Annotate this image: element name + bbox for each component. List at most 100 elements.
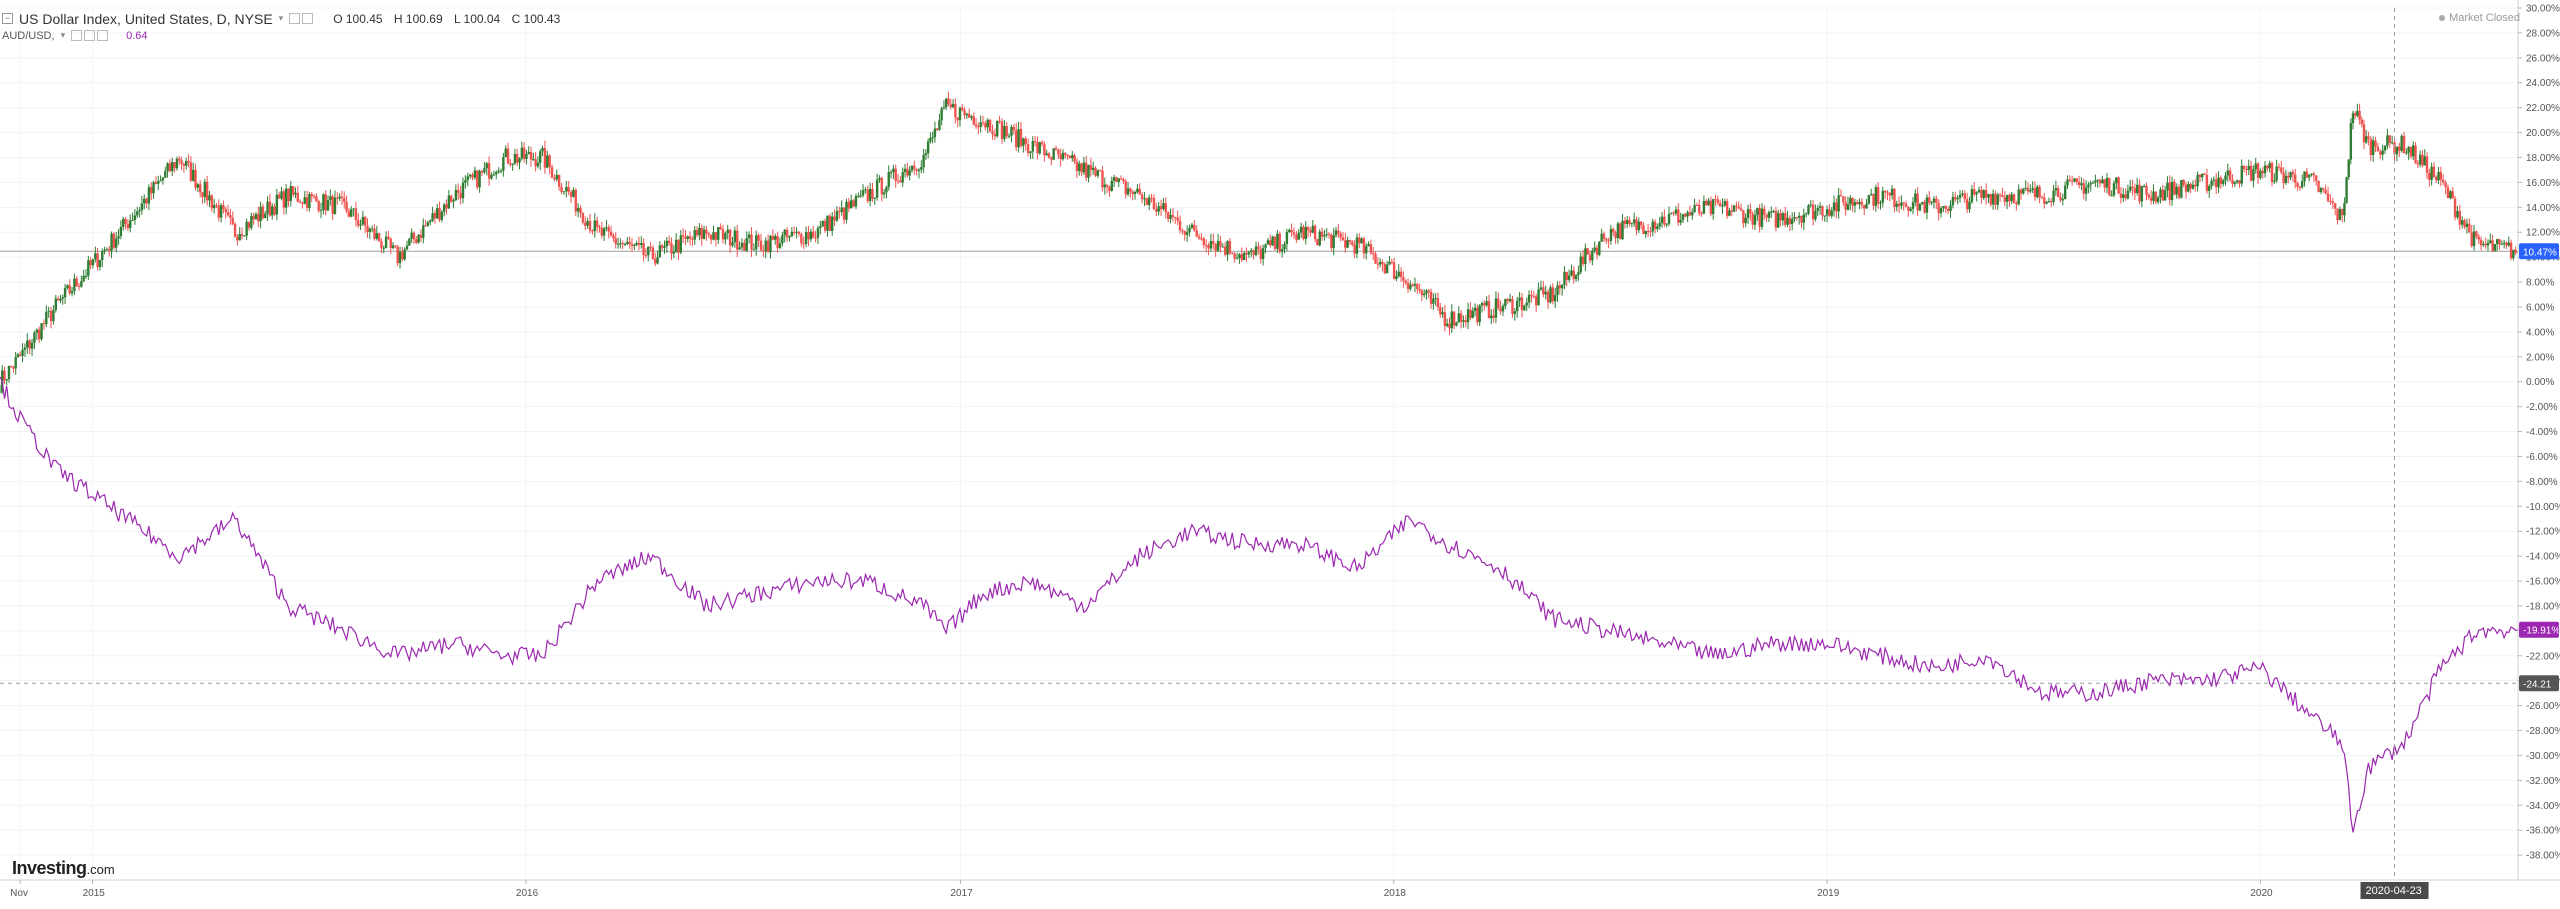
candle-body [1164, 203, 1168, 213]
candle-body [513, 153, 517, 164]
candle-body [2210, 180, 2213, 186]
candle-body [1549, 287, 1552, 303]
candle-body [1261, 247, 1265, 260]
y-axis[interactable]: 30.00% 28.00% 26.00% 24.00% 22.00% 20.00% 18.0… [2517, 0, 2560, 904]
secondary-icons[interactable] [71, 28, 110, 44]
candle-body [45, 311, 48, 325]
settings-icon[interactable] [289, 12, 301, 24]
low-value: L 100.04 [453, 11, 501, 26]
collapse-icon[interactable]: − [2, 13, 13, 24]
candle-body [1190, 224, 1194, 228]
candle-body [974, 124, 978, 127]
candle-body [1485, 301, 1488, 306]
candle-body [277, 194, 281, 199]
candle-body [743, 242, 746, 251]
candle-body [2360, 119, 2364, 125]
chevron-down-icon[interactable]: ▾ [278, 13, 284, 23]
candle-body [2331, 201, 2335, 204]
candle-body [1276, 233, 1279, 249]
candle-body [1849, 197, 1852, 205]
candle-body [1579, 256, 1582, 273]
candle-body [2294, 174, 2297, 183]
candle-body [1718, 203, 1722, 207]
candle-body [23, 347, 27, 350]
candle-body [1623, 220, 1627, 225]
candle-body [122, 218, 125, 227]
crosshair-date-badge [2360, 882, 2429, 899]
candle-body [2489, 240, 2492, 243]
candle-body [201, 192, 204, 198]
candle-body [1695, 204, 1699, 206]
candle-body [2117, 177, 2120, 194]
candle-body [1068, 156, 1072, 159]
candle-body [147, 187, 151, 204]
candle-body [1059, 154, 1062, 160]
candle-body [612, 235, 615, 239]
legend-title[interactable]: US Dollar Index, United States, D, NYSE [19, 10, 273, 27]
secondary-symbol[interactable]: AUD/USD, [2, 29, 55, 42]
y-tick-label: 24.00% [2526, 78, 2560, 89]
candle-body [736, 230, 739, 250]
candle-body [47, 310, 50, 312]
x-axis[interactable]: Nov 2015 2016 2017 2018 2019 2020 2020-04-23 [0, 879, 2560, 899]
candle-body [2101, 179, 2104, 184]
candle-body [2001, 195, 2004, 198]
candle-body [970, 116, 973, 118]
candle-body [1890, 188, 1894, 196]
candle-body [2082, 183, 2085, 194]
settings-icon[interactable] [84, 29, 96, 41]
close-icon[interactable] [97, 29, 109, 41]
candle-body [1823, 215, 1826, 217]
candle-body [1556, 285, 1559, 296]
chart-legend: − US Dollar Index, United States, D, NYS… [2, 10, 568, 44]
candle-body [1091, 167, 1095, 170]
candle-body [2017, 189, 2020, 205]
y-tick-label: -6.00% [2526, 452, 2558, 463]
candle-body [2398, 146, 2401, 151]
candle-body [459, 192, 462, 199]
candle-body [2142, 185, 2146, 187]
candle-body [2386, 135, 2389, 146]
candle-body [422, 225, 425, 238]
candle-body [584, 222, 587, 226]
candle-body [1987, 194, 1990, 198]
candle-body [2070, 180, 2074, 182]
chevron-down-icon[interactable]: ▾ [60, 30, 66, 40]
candle-body [1145, 198, 1149, 206]
candle-body [2307, 174, 2311, 178]
candle-body [2268, 163, 2271, 169]
candle-body [2068, 179, 2072, 181]
audusd-series-line [0, 376, 2519, 833]
candle-body [2365, 136, 2368, 143]
candle-body [2166, 182, 2169, 191]
candle-body [2177, 186, 2181, 198]
candle-body [1711, 199, 1715, 215]
candle-body [2390, 142, 2394, 144]
candle-body [1895, 203, 1898, 207]
candle-body [944, 98, 948, 108]
candle-body [546, 155, 549, 168]
candle-body [917, 169, 921, 172]
candle-body [2500, 243, 2504, 245]
candle-body [2029, 190, 2032, 192]
candle-body [1452, 311, 1456, 326]
candle-body [1821, 206, 1824, 216]
candle-body [2156, 197, 2160, 202]
candle-body [80, 281, 83, 287]
candle-body [2084, 187, 2088, 194]
candle-body [878, 178, 881, 180]
candle-body [2371, 140, 2375, 155]
candle-body [275, 194, 279, 215]
candle-body [1166, 212, 1170, 219]
candle-body [315, 196, 318, 202]
candle-body [2345, 177, 2348, 204]
candle-body [1660, 216, 1664, 224]
candle-body [2493, 243, 2497, 251]
settings-icons[interactable] [289, 11, 315, 27]
candle-body [781, 235, 784, 244]
eye-icon[interactable] [71, 29, 83, 41]
candle-body [1245, 252, 1248, 255]
close-icon[interactable] [302, 12, 314, 24]
candle-body [2319, 188, 2323, 193]
candle-body [1395, 276, 1398, 279]
